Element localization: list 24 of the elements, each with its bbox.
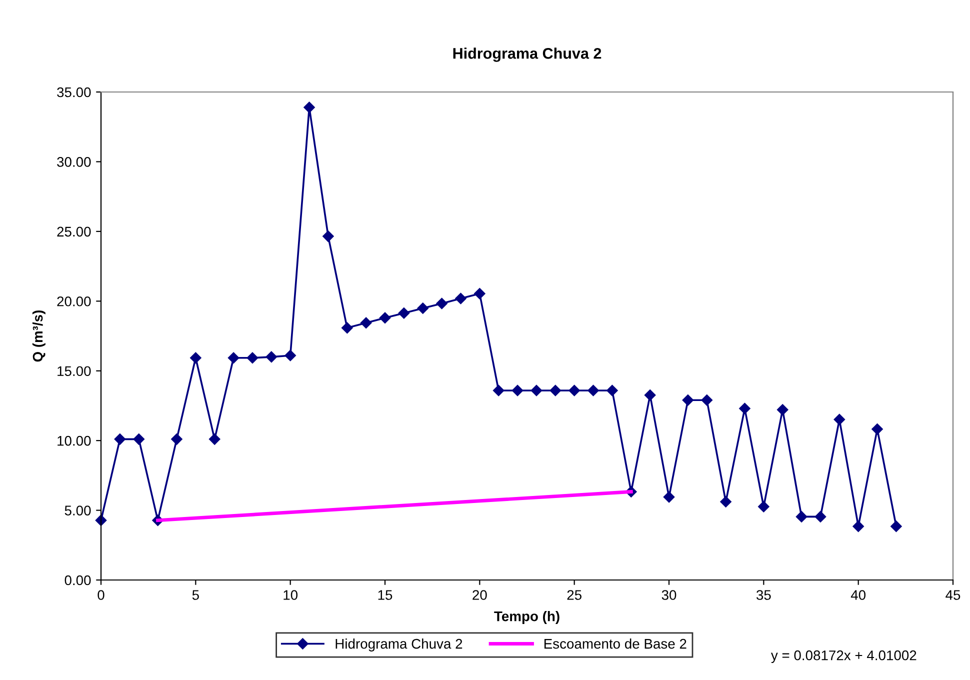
- y-tick-label: 0.00: [64, 575, 91, 586]
- legend-label: Hidrograma Chuva 2: [336, 638, 462, 652]
- legend-label: Escoamento de Base 2: [544, 638, 686, 649]
- x-axis-title: Tempo (h): [494, 611, 560, 624]
- y-tick-label: 35.00: [57, 87, 91, 98]
- text: y = 0.08172x + 4.01002: [770, 650, 916, 663]
- x-tick-label: 5: [192, 590, 199, 600]
- x-tick-label: 0: [98, 590, 104, 600]
- y-tick-label: 15.00: [58, 366, 91, 376]
- x-tick-label: 25: [567, 590, 582, 600]
- x-tick-label: 35: [756, 590, 771, 600]
- x-tick-label: 15: [378, 590, 392, 600]
- y-axis-title: Q (m³/s): [32, 310, 46, 362]
- x-tick-label: 45: [946, 590, 960, 600]
- y-tick-label: 30.00: [57, 157, 91, 167]
- x-tick-label: 20: [472, 590, 487, 600]
- x-tick-label: 30: [662, 590, 676, 600]
- x-tick-label: 10: [284, 590, 298, 600]
- y-tick-label: 10.00: [58, 436, 91, 446]
- y-tick-label: 5.00: [64, 506, 91, 516]
- y-tick-label: 25.00: [57, 226, 91, 237]
- y-tick-label: 20.00: [57, 296, 91, 306]
- chart-title: Hidrograma Chuva 2: [453, 48, 602, 62]
- x-tick-label: 40: [850, 590, 866, 600]
